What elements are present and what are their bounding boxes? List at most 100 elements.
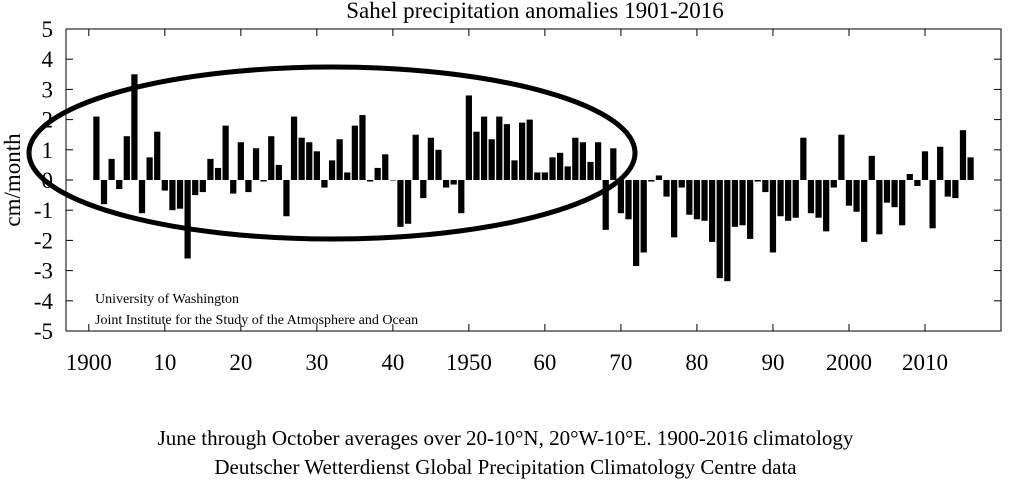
- bar-1999: [838, 134, 845, 180]
- y-tick-label: -4: [34, 289, 54, 314]
- bar-1905: [123, 136, 130, 180]
- bar-1955: [503, 124, 511, 180]
- bar-1949: [458, 180, 465, 214]
- bar-1902: [100, 180, 108, 205]
- bar-1940: [389, 180, 396, 181]
- bar-1918: [222, 125, 229, 180]
- bar-1970: [617, 180, 625, 214]
- bar-1972: [633, 180, 640, 267]
- bar-1984: [724, 180, 731, 282]
- bar-1941: [397, 180, 404, 227]
- bar-1968: [602, 180, 609, 230]
- bar-1930: [313, 151, 320, 180]
- bar-1910: [161, 180, 168, 191]
- bar-1962: [556, 152, 564, 180]
- bar-1915: [199, 180, 206, 193]
- bar-2016: [967, 157, 974, 180]
- bar-1911: [169, 180, 176, 211]
- bar-1956: [511, 160, 518, 180]
- bar-2013: [944, 180, 951, 197]
- bar-1986: [739, 180, 746, 226]
- caption-line-2: Deutscher Wetterdienst Global Precipitat…: [214, 455, 797, 479]
- y-tick-label: -3: [34, 259, 53, 284]
- y-tick-label: 4: [42, 47, 54, 72]
- bar-1914: [192, 180, 199, 196]
- bar-1904: [116, 180, 123, 190]
- bars-group: [93, 74, 974, 282]
- bar-1982: [709, 180, 716, 242]
- x-tick-label: 90: [761, 350, 784, 375]
- bar-1903: [108, 158, 115, 180]
- bar-2005: [883, 180, 891, 203]
- bar-1989: [762, 180, 769, 193]
- x-tick-label: 80: [685, 350, 708, 375]
- bar-1924: [268, 136, 275, 180]
- caption-line-1: June through October averages over 20-10…: [157, 426, 854, 450]
- y-tick-label: 2: [42, 108, 54, 133]
- bar-1997: [823, 180, 830, 232]
- bar-2009: [914, 180, 921, 187]
- bar-1963: [564, 166, 571, 180]
- bar-1979: [686, 180, 693, 215]
- bar-1992: [785, 180, 792, 221]
- x-tick-label: 1950: [446, 350, 492, 375]
- bar-1913: [184, 180, 191, 259]
- bar-1925: [275, 164, 282, 180]
- bar-1996: [815, 180, 822, 218]
- bar-1948: [450, 180, 457, 185]
- bar-1901: [93, 116, 100, 180]
- bar-1927: [290, 116, 298, 180]
- bar-1954: [496, 116, 503, 180]
- bar-1995: [807, 180, 815, 214]
- x-tick-label: 2000: [826, 350, 872, 375]
- bar-1942: [404, 180, 412, 224]
- bar-1932: [328, 160, 336, 180]
- bar-2007: [899, 180, 906, 226]
- bar-2011: [929, 180, 936, 229]
- x-tick-label: 40: [381, 350, 404, 375]
- bar-1952: [480, 116, 488, 180]
- bar-1943: [412, 134, 419, 180]
- bar-1988: [754, 180, 761, 182]
- bar-1928: [298, 137, 305, 180]
- bar-1929: [306, 142, 313, 180]
- bar-1983: [716, 180, 723, 279]
- chart-title: Sahel precipitation anomalies 1901-2016: [346, 0, 724, 23]
- bar-1974: [648, 180, 655, 182]
- bar-1935: [351, 125, 358, 180]
- bar-1922: [252, 148, 260, 180]
- bar-1936: [359, 115, 366, 180]
- bar-1908: [146, 157, 153, 180]
- bar-1926: [283, 180, 290, 217]
- bar-1939: [382, 154, 389, 180]
- bar-1977: [671, 180, 678, 238]
- bar-1998: [830, 180, 837, 188]
- bar-1909: [154, 131, 161, 180]
- y-tick-label: 1: [42, 138, 54, 163]
- bar-1912: [176, 180, 184, 209]
- bar-1991: [777, 180, 784, 217]
- bar-1950: [465, 95, 473, 180]
- annotation-line-1: University of Washington: [95, 292, 239, 307]
- bar-1985: [731, 180, 739, 227]
- bar-1957: [518, 122, 526, 180]
- bar-1921: [245, 180, 252, 193]
- bar-1969: [610, 148, 617, 180]
- bar-1916: [207, 158, 214, 180]
- bar-2002: [861, 180, 868, 242]
- bar-1907: [138, 180, 146, 214]
- x-tick-label: 60: [533, 350, 556, 375]
- bar-2015: [959, 130, 967, 180]
- y-tick-label: 5: [42, 17, 54, 42]
- y-axis-label: cm/month: [0, 133, 25, 227]
- bar-1920: [237, 142, 244, 180]
- bar-2000: [845, 180, 853, 206]
- bar-1931: [321, 180, 328, 188]
- bar-1994: [800, 137, 807, 180]
- bar-1990: [769, 180, 777, 253]
- bar-1917: [214, 167, 222, 180]
- bar-1975: [655, 175, 663, 180]
- bar-1960: [541, 172, 549, 180]
- bar-1987: [747, 180, 754, 239]
